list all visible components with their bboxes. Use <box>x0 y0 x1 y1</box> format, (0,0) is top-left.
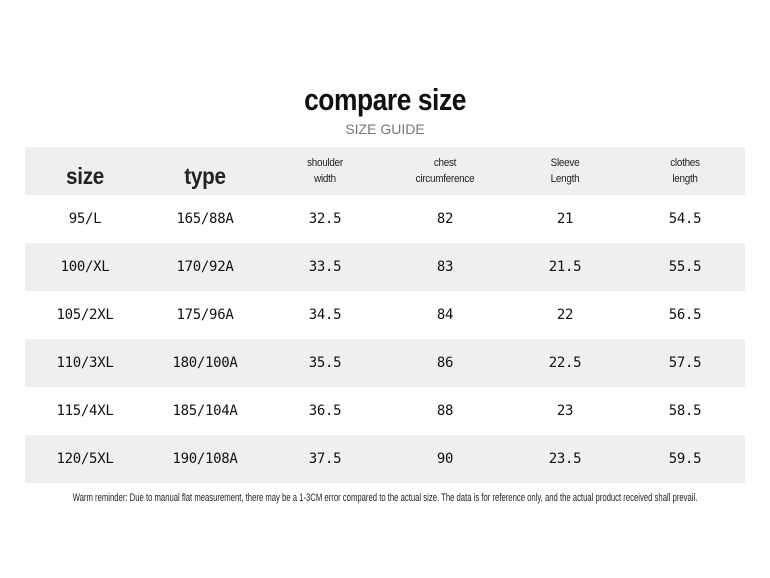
table-cell: 54.5 <box>668 211 702 227</box>
subtitle: SIZE GUIDE <box>345 121 425 137</box>
table-row: 115/4XL 185/104A 36.5 88 23 58.5 <box>25 387 745 435</box>
column-header: clothes length <box>670 157 700 185</box>
table-cell: 88 <box>436 403 454 419</box>
column-header: size <box>65 163 105 189</box>
table-cell: 100/XL <box>60 259 110 275</box>
table-row: 100/XL 170/92A 33.5 83 21.5 55.5 <box>25 243 745 291</box>
table-cell: 120/5XL <box>56 451 114 467</box>
table-cell: 83 <box>436 259 454 275</box>
table-cell: 21 <box>556 211 574 227</box>
table-cell: 180/100A <box>172 355 238 371</box>
table-cell: 32.5 <box>308 211 342 227</box>
table-cell: 34.5 <box>308 307 342 323</box>
column-header: chest circumference <box>415 157 475 185</box>
table-cell: 35.5 <box>308 355 342 371</box>
table-row: 120/5XL 190/108A 37.5 90 23.5 59.5 <box>25 435 745 483</box>
column-header: Sleeve Length <box>550 157 580 185</box>
column-header: type <box>184 163 226 189</box>
table-cell: 90 <box>436 451 454 467</box>
table-cell: 82 <box>436 211 454 227</box>
table-cell: 21.5 <box>548 259 582 275</box>
table-row: 95/L 165/88A 32.5 82 21 54.5 <box>25 195 745 243</box>
title: compare size <box>304 82 466 117</box>
table-cell: 175/96A <box>176 307 234 323</box>
table-cell: 37.5 <box>308 451 342 467</box>
table-row: 105/2XL 175/96A 34.5 84 22 56.5 <box>25 291 745 339</box>
table-cell: 105/2XL <box>56 307 114 323</box>
table-cell: 33.5 <box>308 259 342 275</box>
table-cell: 170/92A <box>176 259 234 275</box>
table-cell: 190/108A <box>172 451 238 467</box>
table-cell: 59.5 <box>668 451 702 467</box>
table-cell: 110/3XL <box>56 355 114 371</box>
table-cell: 55.5 <box>668 259 702 275</box>
table-cell: 56.5 <box>668 307 702 323</box>
footnote: Warm reminder: Due to manual flat measur… <box>72 492 698 504</box>
column-header: shoulder width <box>307 157 343 185</box>
table-cell: 58.5 <box>668 403 702 419</box>
table-cell: 57.5 <box>668 355 702 371</box>
size-table: size type shoulder width chest circumferenc… <box>25 147 745 483</box>
table-cell: 86 <box>436 355 454 371</box>
table-cell: 84 <box>436 307 454 323</box>
table-cell: 115/4XL <box>56 403 114 419</box>
table-cell: 185/104A <box>172 403 238 419</box>
table-row: 110/3XL 180/100A 35.5 86 22.5 57.5 <box>25 339 745 387</box>
header-row: size type shoulder width chest circumferenc… <box>25 147 745 195</box>
table-cell: 23 <box>556 403 574 419</box>
table-cell: 23.5 <box>548 451 582 467</box>
table-cell: 22 <box>556 307 574 323</box>
table-cell: 22.5 <box>548 355 582 371</box>
table-cell: 95/L <box>68 211 102 227</box>
table-cell: 36.5 <box>308 403 342 419</box>
table-cell: 165/88A <box>176 211 234 227</box>
